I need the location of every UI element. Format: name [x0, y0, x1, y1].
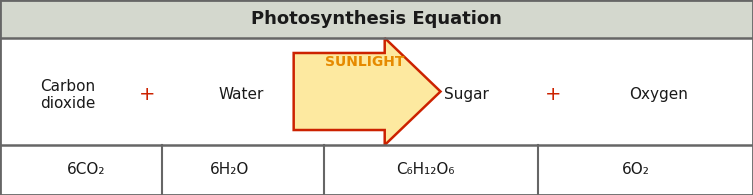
Text: Sugar: Sugar: [444, 87, 489, 102]
Text: Water: Water: [218, 87, 264, 102]
Text: +: +: [139, 85, 155, 104]
Text: 6H₂O: 6H₂O: [210, 162, 249, 177]
Text: Photosynthesis Equation: Photosynthesis Equation: [251, 10, 502, 28]
Text: +: +: [545, 85, 562, 104]
Polygon shape: [294, 38, 441, 145]
Text: SUNLIGHT: SUNLIGHT: [325, 55, 405, 68]
Text: C₆H₁₂O₆: C₆H₁₂O₆: [396, 162, 455, 177]
Text: Oxygen: Oxygen: [630, 87, 688, 102]
FancyBboxPatch shape: [0, 0, 753, 38]
Text: 6CO₂: 6CO₂: [67, 162, 106, 177]
FancyBboxPatch shape: [0, 38, 753, 145]
Text: 6O₂: 6O₂: [622, 162, 651, 177]
Text: Carbon
dioxide: Carbon dioxide: [40, 79, 96, 111]
FancyBboxPatch shape: [0, 145, 753, 195]
